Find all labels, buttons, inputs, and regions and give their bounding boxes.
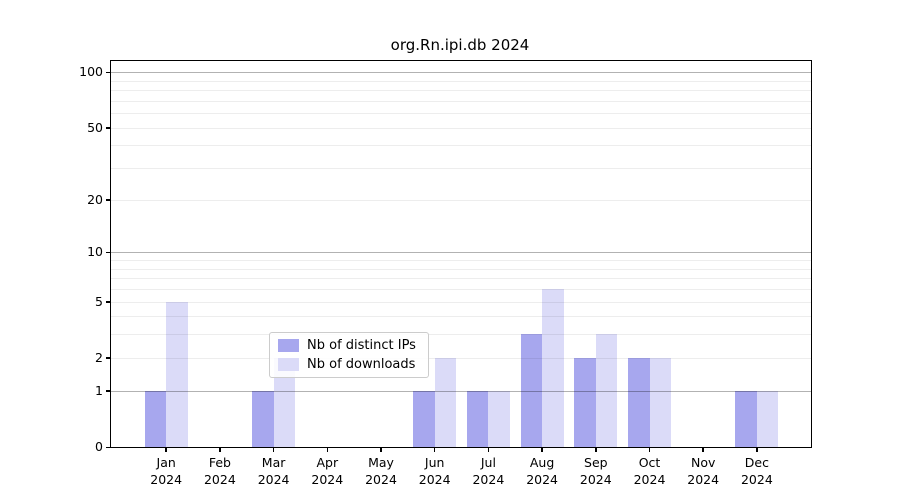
- bar-distinct-ips-dec: [735, 390, 757, 447]
- gridline-minor: [111, 145, 811, 147]
- bar-distinct-ips-aug: [520, 334, 543, 447]
- x-tick-label: Sep 2024: [579, 455, 612, 487]
- gridline-minor: [111, 357, 811, 359]
- x-tick-label: Dec 2024: [740, 455, 773, 487]
- x-tick-label: Jun 2024: [418, 455, 451, 487]
- y-tick-label: 10: [87, 244, 103, 260]
- y-tick-label: 2: [95, 349, 103, 365]
- x-tick-label: Apr 2024: [311, 455, 344, 487]
- legend-label: Nb of downloads: [307, 357, 416, 372]
- x-tick-label: Jan 2024: [150, 455, 183, 487]
- y-tick-label: 20: [87, 191, 103, 207]
- y-tick-mark: [106, 127, 111, 129]
- bar-distinct-ips-mar: [252, 390, 274, 447]
- x-tick-label: Mar 2024: [257, 455, 290, 487]
- bar-distinct-ips-sep: [574, 357, 596, 447]
- bar-downloads-oct: [649, 357, 671, 447]
- y-tick-mark: [106, 390, 111, 392]
- x-tick-mark: [272, 447, 275, 452]
- y-tick-mark: [106, 301, 111, 303]
- gridline-minor: [111, 268, 811, 270]
- gridline-minor: [111, 301, 811, 303]
- x-tick-mark: [756, 447, 758, 452]
- y-tick-mark: [106, 251, 111, 254]
- x-tick-mark: [541, 447, 543, 452]
- legend: Nb of distinct IPs Nb of downloads: [269, 332, 429, 378]
- bar-downloads-sep: [595, 334, 618, 447]
- gridline-minor: [111, 334, 811, 336]
- x-tick-mark: [595, 447, 597, 452]
- y-tick-label: 50: [87, 119, 103, 135]
- x-tick-label: Nov 2024: [687, 455, 720, 487]
- gridline-minor: [111, 113, 811, 115]
- bar-downloads-aug: [542, 289, 564, 447]
- x-tick-mark: [165, 447, 167, 452]
- y-tick-label: 1: [95, 382, 103, 398]
- y-tick-label: 5: [95, 293, 103, 309]
- bar-downloads-jun: [434, 357, 457, 447]
- gridline-minor: [111, 288, 811, 290]
- legend-swatch: [278, 339, 299, 352]
- y-tick-mark: [106, 71, 111, 74]
- gridline-minor: [111, 90, 811, 92]
- gridline-major: [111, 390, 811, 392]
- bar-distinct-ips-jan: [144, 390, 167, 447]
- gridline-minor: [111, 127, 811, 129]
- gridline-minor: [111, 278, 811, 280]
- gridline-minor: [111, 168, 811, 170]
- gridline-minor: [111, 260, 811, 262]
- gridline-minor: [111, 316, 811, 318]
- x-tick-mark: [648, 447, 651, 452]
- gridline-major: [111, 252, 811, 254]
- bar-distinct-ips-jul: [466, 390, 489, 447]
- bar-downloads-dec: [756, 390, 779, 447]
- legend-item: Nb of downloads: [278, 357, 416, 372]
- gridline-minor: [111, 199, 811, 201]
- bar-downloads-jan: [166, 301, 188, 447]
- y-tick-mark: [106, 199, 111, 201]
- bar-downloads-mar: [273, 357, 296, 447]
- y-tick-mark: [106, 357, 111, 359]
- x-tick-mark: [326, 447, 329, 452]
- x-tick-mark: [487, 447, 490, 452]
- y-tick-label: 100: [79, 64, 103, 80]
- x-tick-mark: [702, 447, 704, 452]
- y-tick-label: 0: [95, 439, 103, 454]
- x-tick-label: Feb 2024: [203, 455, 236, 487]
- x-tick-mark: [219, 447, 221, 452]
- legend-item: Nb of distinct IPs: [278, 338, 416, 353]
- legend-swatch: [278, 358, 299, 371]
- y-tick-mark: [106, 446, 111, 448]
- bar-distinct-ips-oct: [628, 357, 650, 447]
- plot-area: 0 1 2 5 10 20 50 100 Jan 2024 Feb 2024 Mar 2024 Apr 202…: [79, 60, 812, 487]
- gridline-major: [111, 72, 811, 74]
- gridline-minor: [111, 100, 811, 102]
- x-tick-label: May 2024: [365, 455, 397, 487]
- x-tick-mark: [433, 447, 436, 452]
- x-tick-label: Aug 2024: [526, 455, 558, 487]
- x-tick-label: Jul 2024: [472, 455, 505, 487]
- bar-distinct-ips-jun: [413, 390, 435, 447]
- gridline-minor: [111, 80, 811, 82]
- legend-label: Nb of distinct IPs: [307, 338, 416, 353]
- x-tick-mark: [380, 447, 382, 452]
- x-tick-label: Oct 2024: [633, 455, 666, 487]
- chart-title: org.Rn.ipi.db 2024: [390, 36, 530, 54]
- bar-downloads-jul: [488, 390, 510, 447]
